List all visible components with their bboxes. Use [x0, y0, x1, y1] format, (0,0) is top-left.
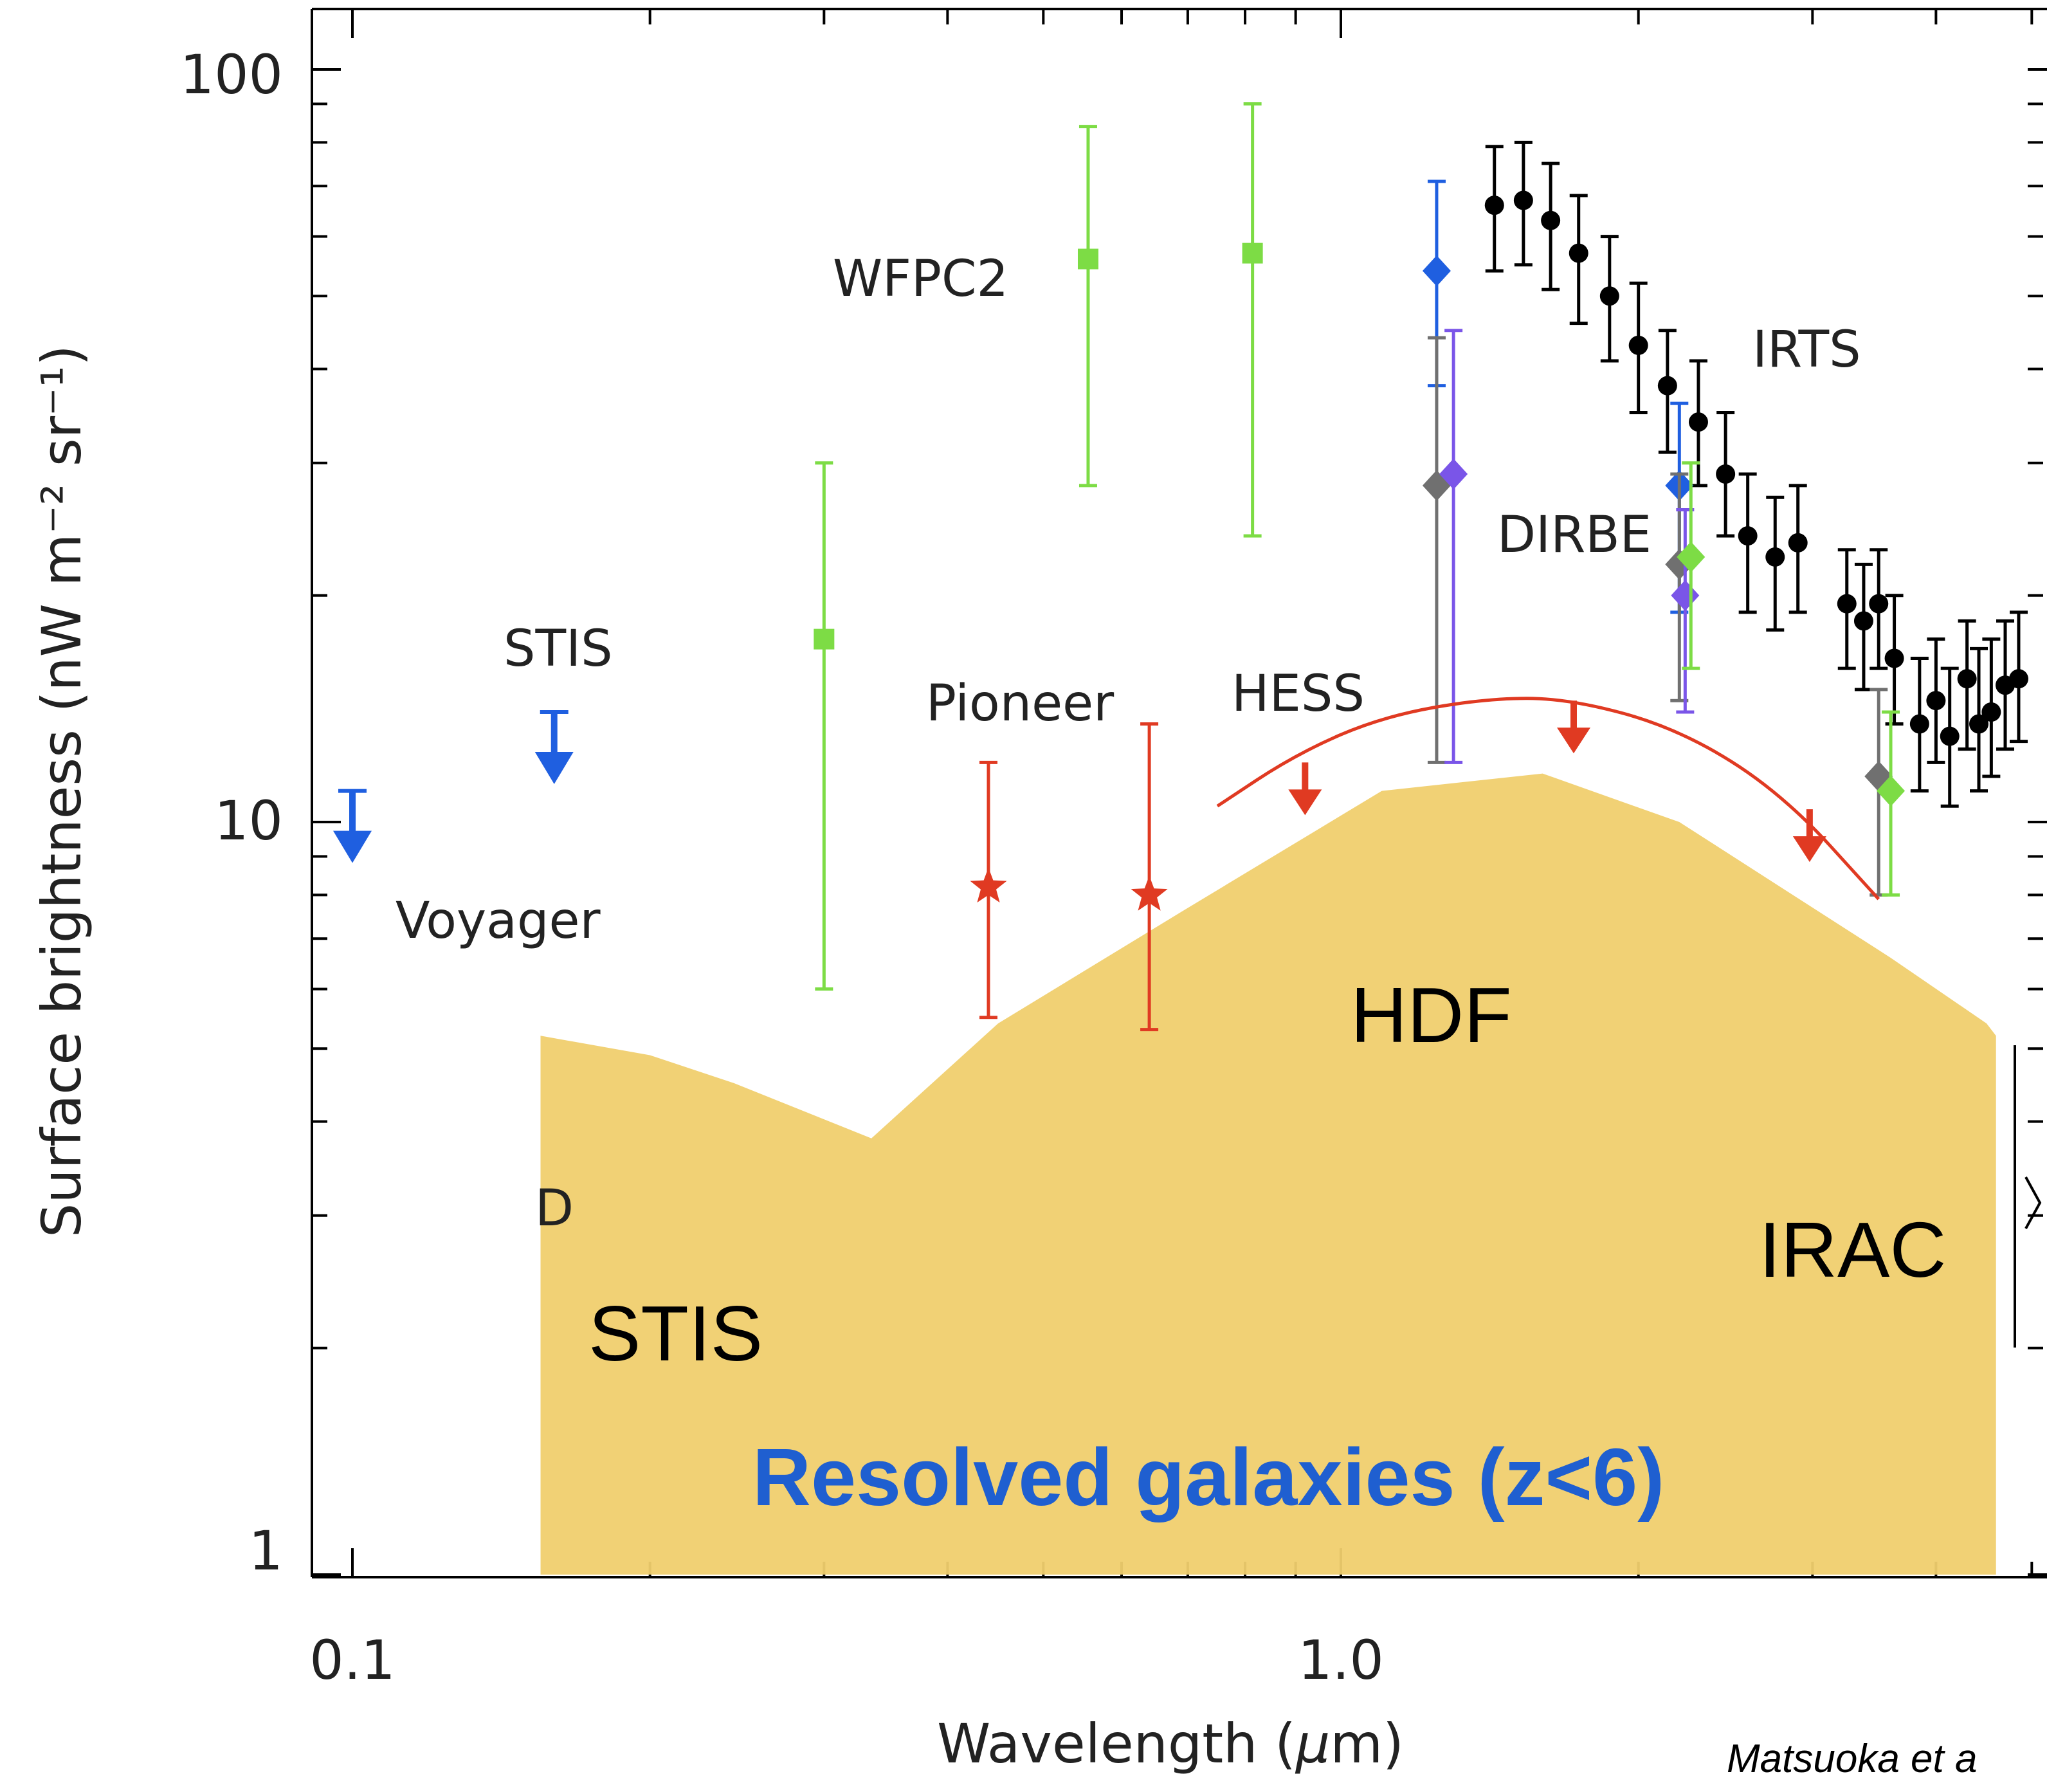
y-axis-label: Surface brightness (nW m⁻² sr⁻¹) [30, 345, 93, 1238]
label-pioneer: Pioneer [926, 675, 1114, 733]
label-irts: IRTS [1752, 321, 1861, 379]
irts-point [1688, 412, 1708, 432]
irts-point [1957, 669, 1977, 689]
irts-point [1628, 335, 1648, 355]
pioneer-point [1131, 875, 1168, 911]
irts-point [1738, 526, 1758, 546]
label-hess: HESS [1232, 665, 1365, 723]
resolved-galaxies-fill [540, 773, 1996, 1575]
y-tick-label-1: 1 [249, 1519, 283, 1582]
wfpc2-point [1242, 242, 1263, 264]
label-stis-area: STIS [588, 1290, 763, 1377]
irts-point [1940, 726, 1960, 746]
dirbe-green-point [1877, 775, 1906, 807]
right-edge-diamond [2024, 1176, 2042, 1229]
irts-point [1765, 547, 1785, 567]
irts-point [2008, 669, 2028, 689]
label-stis-top: STIS [504, 620, 613, 678]
irts-point [1853, 611, 1873, 631]
dirbe-green-point [1677, 541, 1706, 572]
label-wfpc2: WFPC2 [833, 250, 1008, 308]
data-marks [333, 102, 2042, 1229]
x-tick-label-1.0: 1.0 [1298, 1629, 1384, 1692]
irts-point [1484, 196, 1504, 215]
axis-ticks [312, 9, 2047, 1577]
label-resolved-galaxies: Resolved galaxies (z<6) [752, 1432, 1664, 1522]
voyager-limit-head [333, 830, 372, 863]
irts-point [1981, 702, 2001, 722]
y-tick-label-10: 10 [214, 789, 283, 852]
irts-point [1884, 648, 1904, 668]
irts-point [1541, 210, 1561, 230]
plot-frame [311, 8, 2047, 1578]
irts-point [1837, 594, 1857, 614]
irts-point [1657, 376, 1677, 396]
resolved-galaxies-area [540, 773, 1996, 1575]
wfpc2-point [1077, 248, 1098, 270]
wfpc2-point [814, 628, 835, 650]
hess-arrow-head [1792, 836, 1826, 863]
hess-arrow-head [1557, 727, 1591, 754]
y-tick-label-100: 100 [180, 43, 283, 106]
stis-limit-head [534, 752, 574, 785]
credit-text: Matsuoka et a [1727, 1737, 1977, 1781]
irts-point [1716, 464, 1736, 484]
irts-point [1513, 190, 1533, 210]
dirbe-point [1422, 255, 1451, 287]
irts-point [1869, 594, 1889, 614]
irts-point [1909, 714, 1929, 734]
x-axis-label: Wavelength (μm) [937, 1712, 1404, 1775]
hess-curve [1216, 697, 1880, 901]
label-irac: IRAC [1759, 1206, 1946, 1294]
dirbe-violet-point [1671, 580, 1700, 611]
dirbe-violet-point [1439, 458, 1468, 489]
pioneer-point [970, 867, 1007, 903]
label-dirbe: DIRBE [1497, 506, 1651, 564]
hess-arrow-head [1288, 789, 1322, 816]
irts-point [1969, 714, 1989, 734]
label-hidden-d: D [535, 1180, 574, 1238]
x-tick-label-0.1: 0.1 [309, 1629, 396, 1692]
irts-point [1599, 286, 1619, 306]
irts-point [1788, 533, 1808, 553]
label-hdf: HDF [1351, 971, 1512, 1059]
irts-point [1569, 243, 1588, 263]
irts-point [1926, 691, 1946, 711]
label-voyager: Voyager [396, 892, 601, 950]
